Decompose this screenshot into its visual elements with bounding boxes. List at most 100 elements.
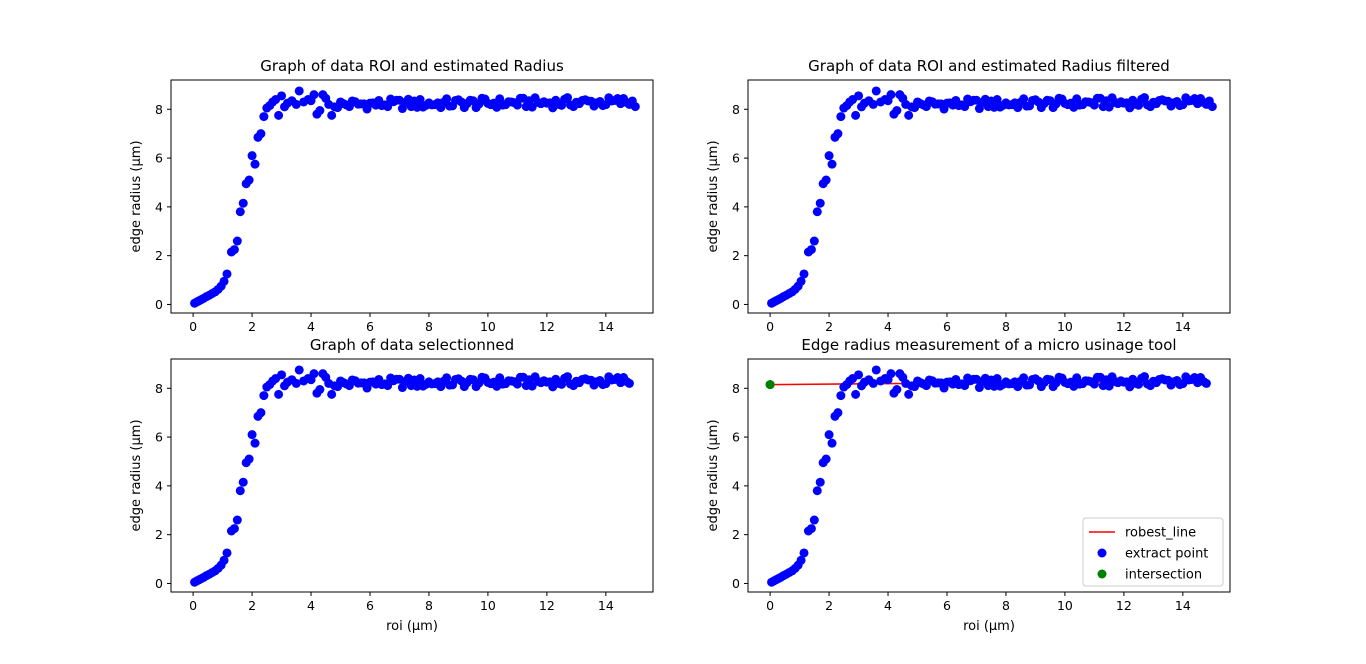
x-tick-label: 8 <box>425 598 433 613</box>
x-axis-label: roi (µm) <box>386 619 438 634</box>
chart-title: Edge radius measurement of a micro usina… <box>801 336 1176 354</box>
data-point <box>327 110 337 120</box>
x-tick-label: 6 <box>366 319 374 334</box>
x-tick-label: 10 <box>1057 598 1073 613</box>
data-point <box>799 269 809 279</box>
data-point <box>904 389 914 399</box>
data-point <box>851 110 861 120</box>
data-point <box>222 548 232 558</box>
y-tick-label: 2 <box>732 248 740 263</box>
data-point <box>836 112 846 122</box>
legend-label: robest_line <box>1125 526 1196 541</box>
data-point <box>415 374 425 384</box>
x-tick-label: 2 <box>248 598 256 613</box>
y-tick-label: 6 <box>155 430 163 445</box>
data-point <box>222 269 232 279</box>
x-tick-label: 8 <box>1002 598 1010 613</box>
y-tick-label: 0 <box>732 297 740 312</box>
y-axis-label: edge radius (µm) <box>129 140 144 252</box>
legend-point-marker <box>1097 548 1107 558</box>
data-point <box>327 389 337 399</box>
data-point <box>827 438 837 448</box>
y-axis-label: edge radius (µm) <box>129 419 144 531</box>
y-tick-label: 8 <box>732 102 740 117</box>
x-tick-label: 12 <box>1116 319 1132 334</box>
x-tick-label: 0 <box>766 598 774 613</box>
data-point <box>809 515 819 525</box>
y-tick-label: 6 <box>155 151 163 166</box>
data-point <box>235 486 245 496</box>
x-tick-label: 0 <box>189 319 197 334</box>
data-point <box>512 100 522 110</box>
data-point <box>827 159 837 169</box>
legend-label: extract point <box>1125 547 1208 562</box>
data-point <box>247 430 257 440</box>
data-point <box>244 175 254 185</box>
data-point <box>277 91 287 101</box>
data-point <box>892 384 902 394</box>
y-tick-label: 8 <box>732 381 740 396</box>
data-point <box>274 389 284 399</box>
data-point <box>624 378 634 388</box>
y-tick-label: 0 <box>155 576 163 591</box>
x-tick-label: 4 <box>307 598 315 613</box>
data-point <box>796 276 806 286</box>
data-point <box>886 369 896 379</box>
x-tick-label: 8 <box>1002 319 1010 334</box>
data-point <box>259 391 269 401</box>
data-point <box>824 430 834 440</box>
data-point <box>309 369 319 379</box>
chart-title: Graph of data ROI and estimated Radius f… <box>808 57 1170 75</box>
x-tick-label: 4 <box>884 598 892 613</box>
data-point <box>442 373 452 383</box>
data-point <box>886 90 896 100</box>
data-point <box>821 454 831 464</box>
data-point <box>809 236 819 246</box>
y-axis-label: edge radius (µm) <box>706 419 721 531</box>
data-point <box>833 408 843 418</box>
y-tick-label: 4 <box>732 199 740 214</box>
subplot-1: Graph of data ROI and estimated Radius 0 2… <box>129 57 654 334</box>
subplot-2: Graph of data ROI and estimated Radius f… <box>706 57 1231 334</box>
x-tick-label: 0 <box>189 598 197 613</box>
x-tick-label: 14 <box>598 598 614 613</box>
data-point <box>244 454 254 464</box>
data-point <box>309 90 319 100</box>
data-point <box>232 236 242 246</box>
y-tick-label: 6 <box>732 151 740 166</box>
data-point <box>563 93 573 103</box>
data-point <box>442 94 452 104</box>
data-point <box>1140 93 1150 103</box>
chart-title: Graph of data ROI and estimated Radius <box>260 57 564 75</box>
x-tick-label: 6 <box>366 598 374 613</box>
data-point <box>806 245 816 255</box>
data-point <box>250 159 260 169</box>
axes-frame <box>747 358 1231 593</box>
x-tick-label: 14 <box>598 319 614 334</box>
data-point <box>1089 100 1099 110</box>
data-point <box>871 86 881 96</box>
data-point <box>315 105 325 115</box>
y-tick-label: 4 <box>155 199 163 214</box>
data-point <box>851 389 861 399</box>
x-tick-label: 12 <box>539 598 555 613</box>
data-point <box>259 112 269 122</box>
data-point <box>868 378 878 388</box>
x-tick-label: 4 <box>884 319 892 334</box>
x-tick-label: 2 <box>825 598 833 613</box>
legend-box <box>1082 517 1224 587</box>
data-point <box>294 86 304 96</box>
subplot-3: Graph of data selectionned 0 2 4 6 8 10 12 14 0 2 4… <box>129 336 654 634</box>
data-point <box>256 129 266 139</box>
data-point <box>235 207 245 217</box>
chart-title: Graph of data selectionned <box>310 336 514 354</box>
x-tick-label: 14 <box>1175 598 1191 613</box>
y-tick-label: 2 <box>155 248 163 263</box>
data-point <box>812 207 822 217</box>
data-point <box>796 555 806 565</box>
y-tick-label: 2 <box>155 527 163 542</box>
data-point <box>630 102 640 112</box>
plot-area <box>190 365 634 587</box>
data-point <box>871 365 881 375</box>
x-tick-label: 12 <box>539 319 555 334</box>
